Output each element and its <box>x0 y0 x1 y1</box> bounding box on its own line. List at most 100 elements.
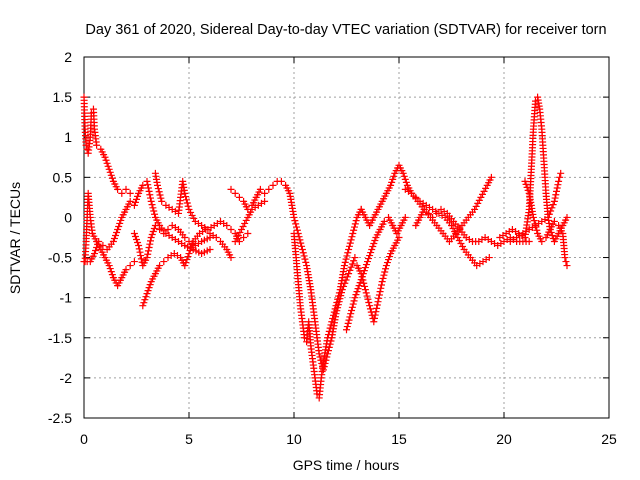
data-point <box>380 217 388 225</box>
data-point <box>472 202 480 210</box>
data-point <box>117 216 125 224</box>
data-point <box>103 159 111 167</box>
data-point <box>554 181 562 189</box>
data-point <box>114 185 122 193</box>
data-point <box>188 211 196 219</box>
data-point <box>95 238 103 246</box>
data-point <box>482 184 490 192</box>
data-point <box>376 288 384 296</box>
data-point <box>190 214 198 222</box>
data-point <box>345 270 353 278</box>
data-point <box>331 305 339 313</box>
y-tick-label: 1.5 <box>53 89 73 105</box>
data-point <box>521 177 529 185</box>
data-point <box>105 262 113 270</box>
data-point <box>544 213 552 221</box>
data-point <box>155 188 163 196</box>
data-point <box>130 201 138 209</box>
data-point <box>352 217 360 225</box>
data-point <box>131 232 139 240</box>
data-point <box>156 191 164 199</box>
data-point <box>351 220 359 228</box>
data-point <box>333 298 341 306</box>
data-point <box>350 226 358 234</box>
data-point <box>353 288 361 296</box>
data-point <box>115 222 123 230</box>
y-tick-label: -0.5 <box>48 250 72 266</box>
data-point <box>239 222 247 230</box>
data-point <box>368 246 376 254</box>
data-point <box>290 213 298 221</box>
data-point <box>395 234 403 241</box>
data-point <box>346 313 354 321</box>
data-point <box>533 226 541 234</box>
data-point <box>361 282 369 290</box>
data-point <box>106 265 114 273</box>
data-point <box>93 141 101 149</box>
data-point <box>301 255 309 263</box>
y-tick-labels: -2.5 -2 -1.5 -1 -0.5 0 0.5 1 1.5 2 <box>48 49 72 426</box>
data-point <box>185 205 193 213</box>
data-point <box>375 294 383 302</box>
data-point <box>344 249 352 257</box>
data-point <box>184 253 192 261</box>
data-point <box>545 210 553 218</box>
data-point <box>348 233 356 241</box>
y-tick-label: -2.5 <box>48 410 72 426</box>
data-point <box>235 193 243 201</box>
data-point <box>91 250 98 258</box>
data-point <box>149 227 157 235</box>
data-point <box>135 242 143 250</box>
data-point <box>563 213 571 221</box>
data-point <box>373 304 381 312</box>
data-point <box>523 183 531 191</box>
data-point <box>357 270 365 278</box>
data-point <box>378 278 386 286</box>
data-point <box>104 162 112 170</box>
data-point <box>137 255 145 263</box>
data-point <box>549 201 557 209</box>
data-point <box>334 295 342 303</box>
data-point <box>561 254 569 262</box>
data-point <box>371 237 379 245</box>
x-tick-label: 5 <box>185 431 193 447</box>
data-point <box>366 305 374 313</box>
data-point <box>265 185 273 193</box>
data-point <box>182 259 190 267</box>
data-point <box>212 234 220 241</box>
x-tick-label: 20 <box>496 431 512 447</box>
data-point <box>122 185 130 193</box>
data-point <box>231 238 239 246</box>
data-point <box>135 245 143 253</box>
axis-ticks <box>83 56 610 419</box>
data-point <box>118 189 126 197</box>
data-point <box>122 266 130 274</box>
y-tick-label: 1 <box>64 129 72 145</box>
data-point <box>354 285 362 293</box>
data-point <box>147 237 154 245</box>
data-point <box>149 204 157 212</box>
data-point <box>480 187 488 195</box>
data-point <box>154 181 161 189</box>
data-point <box>345 246 353 254</box>
data-point <box>563 262 571 270</box>
data-point <box>142 293 150 301</box>
data-point <box>345 316 353 324</box>
data-point <box>182 193 190 201</box>
data-point <box>388 178 396 186</box>
data-point <box>326 324 334 332</box>
data-point <box>378 281 385 289</box>
data-point <box>371 311 379 319</box>
data-point <box>341 258 349 266</box>
data-point <box>101 153 109 161</box>
y-tick-label: -1.5 <box>48 330 72 346</box>
data-point <box>369 243 377 251</box>
data-point <box>371 314 378 322</box>
data-point <box>348 307 356 315</box>
data-point <box>474 199 482 207</box>
data-point <box>553 184 561 192</box>
data-point <box>358 273 366 281</box>
y-tick-label: 2 <box>64 49 72 65</box>
data-point <box>297 239 305 247</box>
